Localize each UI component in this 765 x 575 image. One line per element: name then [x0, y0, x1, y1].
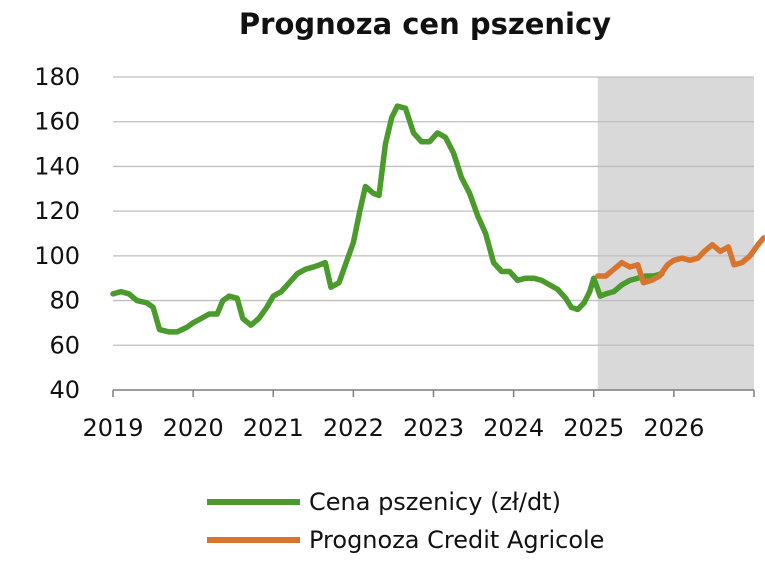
y-tick-label: 80 — [49, 287, 80, 315]
legend-label-forecast: Prognoza Credit Agricole — [309, 526, 604, 554]
x-tick-label: 2020 — [163, 414, 224, 442]
legend: Cena pszenicy (zł/dt) Prognoza Credit Ag… — [207, 488, 604, 554]
series-line-price — [110, 103, 665, 335]
y-tick-label: 160 — [34, 108, 80, 136]
x-tick-label: 2025 — [563, 414, 624, 442]
y-tick-label: 100 — [34, 242, 80, 270]
x-tick-label: 2021 — [243, 414, 304, 442]
y-tick-label: 180 — [34, 63, 80, 91]
x-tick-label: 2023 — [403, 414, 464, 442]
chart-title: Prognoza cen pszenicy — [239, 7, 611, 41]
x-tick-label: 2024 — [483, 414, 544, 442]
y-tick-label: 40 — [49, 376, 80, 404]
plot-area: 40 60 80 100 120 140 160 180 2019 2020 2021 2022 202… — [34, 63, 765, 442]
x-tick-label: 2019 — [82, 414, 143, 442]
y-tick-label: 140 — [34, 152, 80, 180]
x-tick-label: 2026 — [643, 414, 704, 442]
series-line-forecast — [595, 235, 765, 286]
y-tick-label: 120 — [34, 197, 80, 225]
y-tick-label: 60 — [49, 331, 80, 359]
x-tick-label: 2022 — [323, 414, 384, 442]
legend-label-price: Cena pszenicy (zł/dt) — [309, 488, 561, 516]
forecast-shaded-region — [597, 77, 754, 390]
